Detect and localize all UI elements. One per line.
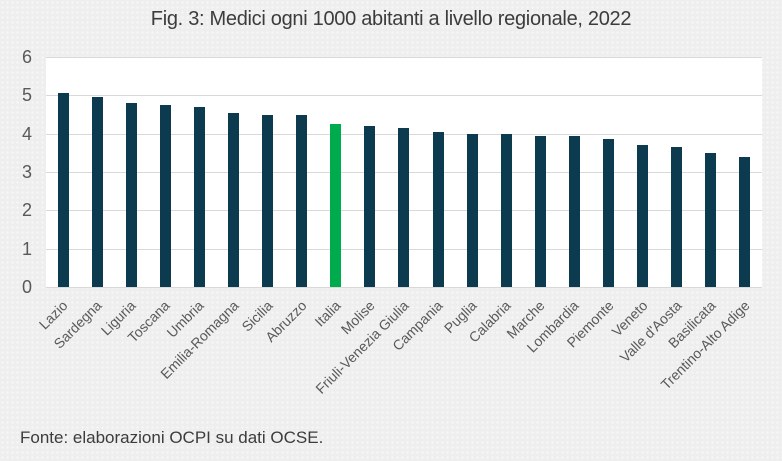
bar-slot bbox=[46, 57, 80, 287]
bar-slot bbox=[387, 57, 421, 287]
chart-title: Fig. 3: Medici ogni 1000 abitanti a live… bbox=[150, 8, 632, 30]
bar-sicilia bbox=[262, 114, 274, 287]
gridline-y5 bbox=[46, 95, 762, 97]
bar-slot bbox=[182, 57, 216, 287]
bar-slot bbox=[251, 57, 285, 287]
bar-calabria bbox=[500, 133, 512, 287]
gridline-y6 bbox=[46, 57, 762, 58]
bar-slot bbox=[557, 57, 591, 287]
bar-piemonte bbox=[603, 139, 615, 287]
bar-campania bbox=[432, 131, 444, 287]
bar-trentino-alto-adige bbox=[739, 156, 751, 287]
y-tick-label-5: 5 bbox=[21, 85, 32, 106]
bar-liguria bbox=[125, 103, 137, 287]
y-tick-label-4: 4 bbox=[21, 123, 32, 144]
source-note: Fonte: elaborazioni OCPI su dati OCSE. bbox=[20, 428, 324, 447]
bar-slot bbox=[80, 57, 114, 287]
plot-area bbox=[46, 57, 762, 288]
bar-slot bbox=[728, 57, 762, 287]
bar-puglia bbox=[466, 133, 478, 287]
bar-sardegna bbox=[91, 97, 103, 287]
y-tick-label-2: 2 bbox=[21, 200, 32, 221]
bar-molise bbox=[364, 126, 376, 287]
bar-italia bbox=[330, 124, 342, 287]
bar-lombardia bbox=[568, 135, 580, 287]
bar-friuli-venezia-giulia bbox=[398, 127, 410, 287]
bar-slot bbox=[523, 57, 557, 287]
y-tick-label-1: 1 bbox=[21, 238, 32, 259]
bar-slot bbox=[319, 57, 353, 287]
bar-slot bbox=[421, 57, 455, 287]
bar-slot bbox=[455, 57, 489, 287]
bar-emilia-romagna bbox=[228, 112, 240, 287]
bar-marche bbox=[534, 135, 546, 287]
bar-slot bbox=[660, 57, 694, 287]
bar-slot bbox=[694, 57, 728, 287]
y-tick-label-3: 3 bbox=[21, 162, 32, 182]
bar-series bbox=[46, 57, 762, 287]
bar-slot bbox=[114, 57, 148, 287]
bar-basilicata bbox=[705, 152, 717, 287]
bar-veneto bbox=[637, 145, 649, 287]
bar-abruzzo bbox=[296, 114, 308, 287]
bar-umbria bbox=[193, 106, 205, 287]
bar-slot bbox=[592, 57, 626, 287]
bar-slot bbox=[148, 57, 182, 287]
bar-lazio bbox=[57, 93, 69, 287]
bar-slot bbox=[626, 57, 660, 287]
gridline-y0 bbox=[46, 287, 762, 288]
bar-toscana bbox=[159, 104, 171, 287]
y-tick-label-0: 0 bbox=[21, 277, 32, 297]
y-axis: 0 1 2 3 4 5 6 bbox=[0, 48, 38, 296]
bar-slot bbox=[353, 57, 387, 287]
bar-valle-d-aosta bbox=[671, 147, 683, 287]
bar-slot bbox=[285, 57, 319, 287]
bar-slot bbox=[489, 57, 523, 287]
bar-slot bbox=[216, 57, 250, 287]
y-tick-label-6: 6 bbox=[21, 47, 32, 67]
